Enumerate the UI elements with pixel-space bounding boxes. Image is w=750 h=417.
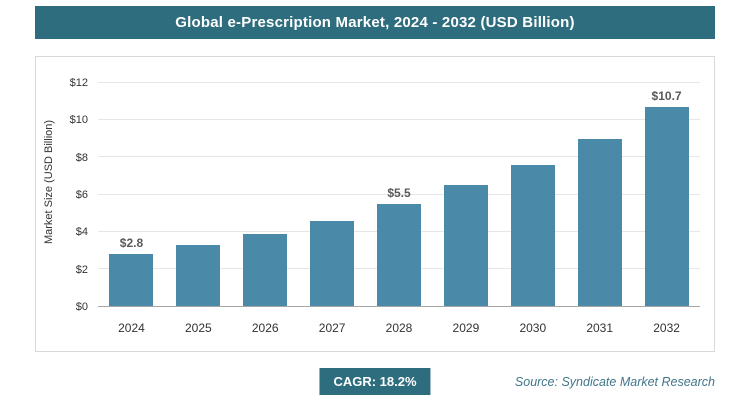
bar-column: $2.8: [98, 83, 165, 306]
bar-column: $5.5: [366, 83, 433, 306]
x-tick-label: 2031: [586, 321, 614, 335]
gridline: [98, 156, 700, 158]
plot-area: $2.8 $5.5 $10.7: [98, 82, 700, 307]
bar: [510, 164, 555, 306]
gridline: [98, 82, 700, 83]
x-tick-label: 2030: [519, 321, 547, 335]
bar: [176, 244, 221, 306]
bar: [377, 203, 421, 306]
bar: [310, 220, 355, 306]
x-tick-label: 2029: [452, 321, 480, 335]
x-tick-label: 2028: [385, 321, 413, 335]
y-tick-label: $8: [75, 151, 88, 164]
bar-value-label: $10.7: [651, 89, 682, 104]
bar-value-label: $5.5: [387, 185, 411, 200]
bar: [443, 185, 488, 306]
cagr-badge: CAGR: 18.2%: [319, 368, 431, 395]
y-tick-label: $12: [69, 77, 88, 89]
x-axis-labels: 2024 2025 2026 2027 2028 2029 2030 2031 2032: [98, 321, 700, 339]
bar-column: [299, 83, 366, 306]
chart-frame: Market Size (USD Billion) $0 $2 $4 $6 $8 $10 $…: [35, 56, 715, 352]
y-tick-label: $6: [75, 189, 88, 201]
bar: [109, 253, 154, 306]
gridline: [98, 119, 700, 121]
bar: [243, 233, 288, 306]
y-tick-label: $0: [75, 301, 88, 313]
gridline: [98, 193, 700, 195]
y-tick-label: $2: [75, 263, 88, 276]
x-tick-label: 2024: [118, 321, 145, 335]
x-tick-label: 2025: [184, 321, 212, 335]
y-axis-ticks: $0 $2 $4 $6 $8 $10 $12: [62, 77, 92, 313]
bar-column: [566, 83, 633, 306]
chart-title-bar: Global e-Prescription Market, 2024 - 203…: [35, 6, 715, 39]
page-title: Global e-Prescription Market, 2024 - 203…: [175, 14, 575, 31]
y-tick-label: $4: [75, 226, 88, 239]
y-tick-label: $10: [69, 114, 88, 127]
bar-value-label: $2.8: [119, 235, 144, 250]
x-tick-label: 2026: [251, 321, 279, 335]
bar-column: [165, 83, 232, 306]
bar-column: [232, 83, 299, 306]
bar-column: [499, 83, 566, 306]
x-tick-label: 2032: [653, 321, 680, 335]
bar-column: $10.7: [633, 83, 700, 306]
bar-column: [432, 83, 499, 306]
bar: [644, 107, 689, 306]
bar: [577, 138, 622, 306]
x-tick-label: 2027: [318, 321, 346, 335]
source-text: Source: Syndicate Market Research: [514, 375, 715, 389]
y-axis-label: Market Size (USD Billion): [43, 119, 55, 245]
